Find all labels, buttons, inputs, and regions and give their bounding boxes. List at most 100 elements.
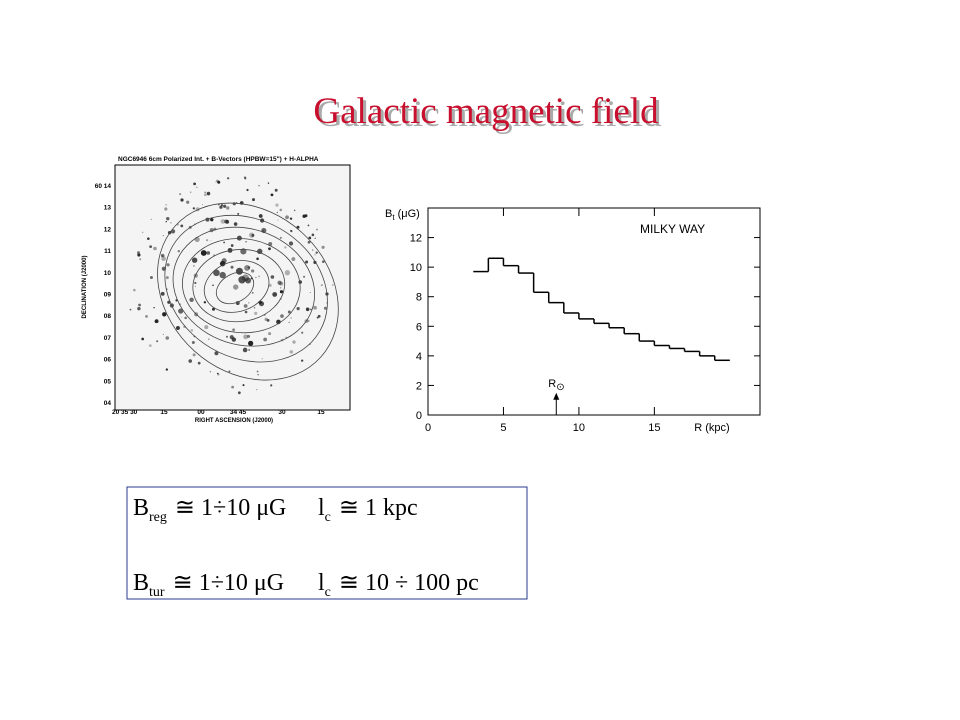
y-tick-label: 0 xyxy=(416,410,422,422)
eq-relation: ≅ 1÷10 μG xyxy=(173,570,284,596)
galaxy-detail xyxy=(238,276,246,284)
galaxy-detail xyxy=(137,253,141,257)
galaxy-detail xyxy=(153,246,157,251)
galaxy-detail xyxy=(248,349,250,351)
title: Galactic magnetic field xyxy=(313,91,659,132)
galaxy-detail xyxy=(314,237,316,240)
galaxy-detail xyxy=(301,331,304,334)
y-tick-label: 12 xyxy=(410,233,422,245)
galaxy-detail xyxy=(162,333,164,336)
galaxy-detail xyxy=(331,284,334,286)
galaxy-detail xyxy=(303,275,306,278)
galaxy-detail xyxy=(237,391,241,395)
galaxy-detail xyxy=(316,228,318,231)
galaxy-detail xyxy=(202,204,204,206)
galaxy-detail xyxy=(210,217,214,222)
image-ylabel: DECLINATION (J2000) xyxy=(82,256,88,319)
galaxy-detail xyxy=(288,321,290,324)
eq-relation: ≅ 1÷10 μG xyxy=(175,495,286,521)
galaxy-detail xyxy=(150,218,152,221)
galaxy-detail xyxy=(216,372,219,375)
galaxy-detail xyxy=(213,269,220,277)
galaxy-detail xyxy=(285,336,287,338)
galaxy-detail xyxy=(223,241,225,244)
galaxy-detail xyxy=(245,241,247,243)
x-tick-label: 5 xyxy=(500,422,506,434)
galaxy-detail xyxy=(311,233,315,237)
plot-frame xyxy=(427,207,761,416)
galaxy-detail xyxy=(232,328,236,332)
galaxy-detail xyxy=(149,276,153,280)
annotation: MILKY WAY xyxy=(640,222,705,236)
galaxy-detail xyxy=(279,208,283,212)
image-ytick: 12 xyxy=(104,226,112,233)
galaxy-detail xyxy=(296,307,300,311)
galaxy-detail xyxy=(209,371,211,373)
galaxy-detail xyxy=(230,265,234,269)
galaxy-detail xyxy=(210,240,212,242)
galaxy-detail xyxy=(162,234,164,237)
galaxy-detail xyxy=(268,247,271,251)
galaxy-detail xyxy=(235,267,243,275)
galaxy-detail xyxy=(242,347,248,353)
galaxy-detail xyxy=(166,216,170,221)
image-xlabel: RIGHT ASCENSION (J2000) xyxy=(195,418,273,424)
marker-label-main: R xyxy=(548,378,556,390)
galaxy-detail xyxy=(305,260,309,264)
galaxy-detail xyxy=(293,209,296,212)
x-tick-label: 10 xyxy=(573,422,585,434)
galaxy-detail xyxy=(231,337,237,342)
galaxy-detail xyxy=(191,257,198,263)
galaxy-detail xyxy=(165,221,167,223)
galaxy-detail xyxy=(161,256,166,262)
galaxy-detail xyxy=(156,340,159,343)
galaxy-detail xyxy=(223,204,227,208)
contour xyxy=(192,249,286,323)
eq-sub: c xyxy=(325,585,331,600)
galaxy-detail xyxy=(178,308,184,314)
galaxy-detail xyxy=(226,206,230,210)
equation: lc ≅ 10 ÷ 100 pc xyxy=(318,570,479,600)
galaxy-detail xyxy=(307,319,310,323)
galaxy-detail xyxy=(204,191,207,194)
image-ytick: 10 xyxy=(104,270,112,277)
galaxy-detail xyxy=(317,314,321,318)
galaxy-detail xyxy=(280,314,284,318)
galaxy-detail xyxy=(148,344,152,348)
galaxy-detail xyxy=(247,334,251,338)
galaxy-detail xyxy=(248,340,254,346)
image-xtick: 34 45 xyxy=(230,409,247,416)
galaxy-detail xyxy=(181,316,183,318)
galaxy-detail xyxy=(162,312,167,317)
y-tick-label: 8 xyxy=(416,292,422,304)
equation-box xyxy=(126,486,528,600)
galaxy-detail xyxy=(291,257,296,261)
galaxy-detail xyxy=(219,271,226,279)
galaxy-detail xyxy=(139,258,142,261)
y-tick-label: 6 xyxy=(416,321,422,333)
galaxy-detail xyxy=(256,370,259,373)
galaxy-detail xyxy=(247,266,251,269)
galaxy-detail xyxy=(289,217,293,220)
galaxy-detail xyxy=(300,359,304,362)
galaxy-detail xyxy=(258,185,260,187)
galaxy-detail xyxy=(288,241,294,246)
galaxy-detail xyxy=(241,274,249,282)
galaxy-detail xyxy=(248,302,250,304)
galaxy-detail xyxy=(192,264,195,267)
galaxy-detail xyxy=(253,307,256,309)
galaxy-detail xyxy=(274,188,278,192)
galaxy-detail xyxy=(257,373,260,376)
marker-arrowhead xyxy=(553,392,560,400)
eq-sub: reg xyxy=(149,510,167,525)
galaxy-detail xyxy=(188,359,193,363)
eq-relation: ≅ 1 kpc xyxy=(339,495,418,521)
galaxy-detail xyxy=(137,306,141,311)
galaxy-detail xyxy=(160,253,165,258)
contour xyxy=(164,214,328,363)
galaxy-detail xyxy=(189,297,194,303)
galaxy-detail xyxy=(219,205,223,209)
galaxy-detail xyxy=(279,236,282,239)
